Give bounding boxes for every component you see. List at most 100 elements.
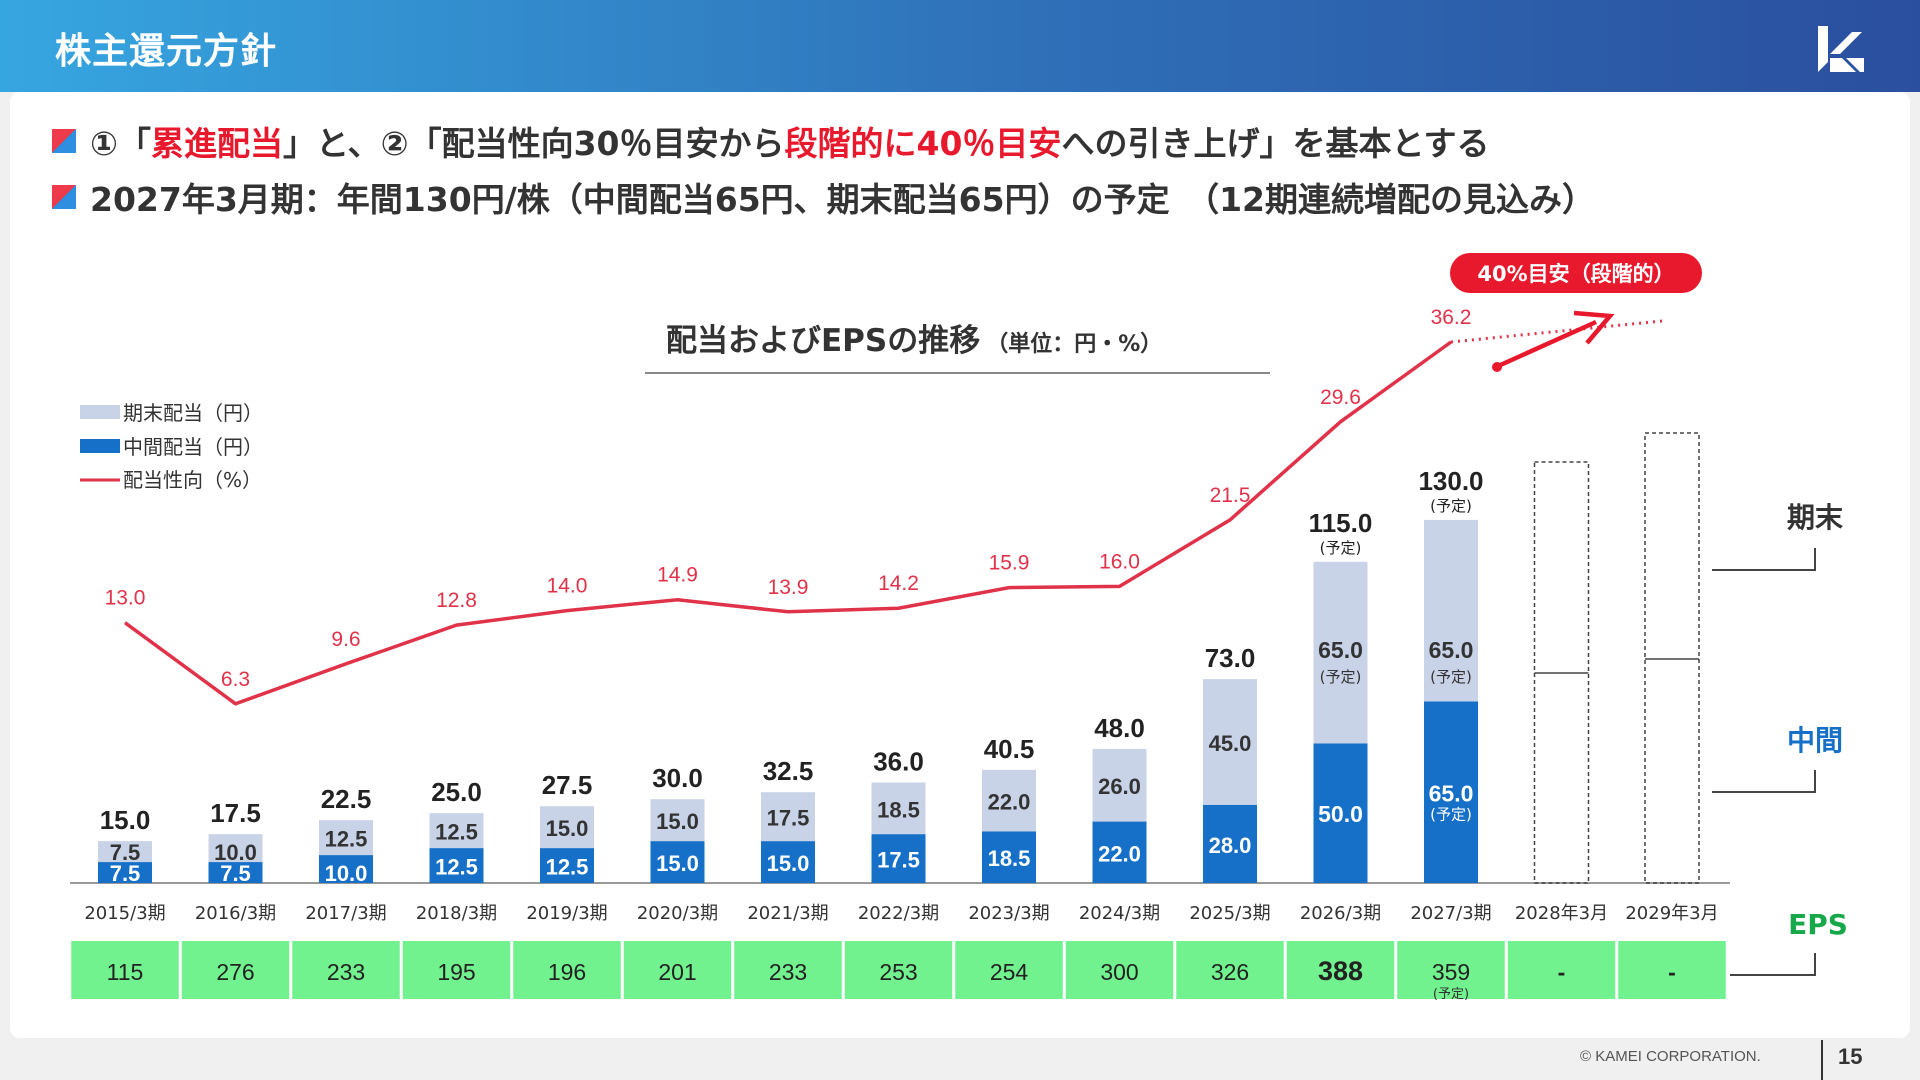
label-total-forecast: (予定) bbox=[1430, 497, 1472, 515]
right-label-eps: EPS bbox=[1788, 908, 1848, 941]
eps-forecast: (予定) bbox=[1433, 987, 1469, 1002]
eps-cell bbox=[734, 941, 842, 999]
eps-cell bbox=[292, 941, 400, 999]
bar-final bbox=[98, 841, 152, 863]
label-final: 15.0 bbox=[656, 809, 699, 834]
bar-final bbox=[429, 813, 484, 849]
payout-label: 6.3 bbox=[221, 668, 250, 691]
target-arrow-dot bbox=[1492, 362, 1502, 372]
label-interim: 17.5 bbox=[877, 848, 920, 873]
category-label: 2015/3期 bbox=[84, 903, 165, 924]
eps-value: 196 bbox=[548, 959, 586, 985]
company-logo-icon bbox=[1818, 26, 1864, 72]
label-final: 12.5 bbox=[325, 827, 368, 852]
label-interim: 10.0 bbox=[325, 861, 368, 886]
eps-value: 300 bbox=[1100, 959, 1138, 985]
bar-interim bbox=[98, 862, 152, 883]
payout-label: 9.6 bbox=[331, 628, 360, 651]
eps-cell bbox=[1507, 941, 1616, 999]
label-total: 130.0 bbox=[1418, 466, 1483, 496]
payout-label: 13.0 bbox=[105, 587, 146, 610]
bar-final bbox=[1092, 748, 1147, 822]
label-interim: 15.0 bbox=[767, 851, 810, 876]
category-label: 2026/3期 bbox=[1300, 903, 1381, 924]
bar-interim bbox=[761, 841, 815, 883]
eps-cell bbox=[955, 941, 1063, 999]
eps-value: 359 bbox=[1432, 959, 1470, 985]
dividend-eps-chart: 配当およびEPSの推移 （単位：円・%） 期末配当（円） 中間配当（円） 配当性向（%）… bbox=[70, 253, 1848, 1002]
payout-line bbox=[123, 340, 1453, 706]
eps-value: 326 bbox=[1211, 959, 1249, 985]
bar-final bbox=[1424, 519, 1478, 702]
category-label: 2017/3期 bbox=[305, 903, 386, 924]
category-label: 2023/3期 bbox=[968, 903, 1049, 924]
label-total: 73.0 bbox=[1205, 643, 1256, 673]
payout-label: 16.0 bbox=[1099, 550, 1140, 573]
page-number: 15 bbox=[1838, 1044, 1863, 1069]
label-interim: 65.0 bbox=[1429, 780, 1474, 806]
label-final: 12.5 bbox=[435, 820, 478, 845]
eps-value: 201 bbox=[658, 959, 696, 985]
right-label-chukan: 中間 bbox=[1787, 724, 1843, 757]
bar-final bbox=[319, 820, 373, 856]
eps-value: 388 bbox=[1318, 956, 1363, 986]
bar-interim bbox=[429, 848, 484, 883]
eps-cell bbox=[1286, 941, 1395, 999]
payout-label: 29.6 bbox=[1320, 386, 1361, 409]
eps-cell bbox=[1176, 941, 1284, 999]
legend-final-label: 期末配当（円） bbox=[123, 401, 263, 425]
category-label: 2029年3月 bbox=[1625, 903, 1718, 924]
payout-label: 12.8 bbox=[436, 589, 477, 612]
label-final-forecast: (予定) bbox=[1430, 668, 1472, 686]
legend-interim-swatch bbox=[80, 439, 120, 453]
label-final: 65.0 bbox=[1318, 637, 1363, 663]
bar-interim bbox=[208, 862, 263, 883]
bar-final bbox=[982, 769, 1036, 832]
bar-final bbox=[1313, 561, 1368, 744]
bar-interim bbox=[650, 841, 705, 883]
bracket-eps bbox=[1730, 953, 1816, 976]
eps-value: 115 bbox=[107, 959, 144, 985]
page-title: 株主還元方針 bbox=[55, 31, 278, 72]
category-label: 2016/3期 bbox=[195, 903, 276, 924]
copyright: © KAMEI CORPORATION. bbox=[1580, 1048, 1761, 1065]
target-arrow-head bbox=[1573, 310, 1615, 345]
eps-cell bbox=[1065, 941, 1174, 999]
bar-final bbox=[540, 806, 594, 849]
bar-interim bbox=[1203, 804, 1257, 883]
eps-value: 195 bbox=[437, 959, 475, 985]
bullet-forecast: 2027年3月期：年間130円/株（中間配当65円、期末配当65円）の予定 （1… bbox=[52, 172, 1595, 222]
bullet-dividend-policy: ①「 累進配当 」と、②「配当性向30％目安から 段階的に40％目安 への引き上げ」を基… bbox=[52, 116, 1489, 166]
bullet-square-icon bbox=[52, 185, 76, 209]
category-label: 2020/3期 bbox=[637, 903, 718, 924]
label-interim: 18.5 bbox=[988, 846, 1031, 871]
payout-label: 13.9 bbox=[768, 576, 809, 599]
category-label: 2028年3月 bbox=[1515, 903, 1608, 924]
label-interim: 22.0 bbox=[1098, 841, 1141, 866]
eps-cell bbox=[1618, 941, 1726, 999]
chart-title: 配当およびEPSの推移 （単位：円・%） bbox=[666, 323, 1162, 359]
bar-interim bbox=[1092, 821, 1147, 883]
category-label: 2018/3期 bbox=[416, 903, 497, 924]
eps-value: 254 bbox=[990, 959, 1029, 985]
eps-cell bbox=[623, 941, 732, 999]
bar-final bbox=[761, 792, 815, 842]
bullet1-part3: 」と、②「配当性向30％目安から bbox=[282, 124, 785, 163]
label-total: 15.0 bbox=[100, 805, 151, 835]
bar-placeholder bbox=[1644, 432, 1700, 884]
eps-value: 233 bbox=[327, 959, 365, 985]
eps-cell bbox=[1397, 941, 1505, 999]
label-interim: 12.5 bbox=[546, 855, 589, 880]
label-final: 17.5 bbox=[767, 806, 810, 831]
label-interim: 28.0 bbox=[1209, 833, 1252, 858]
category-label: 2024/3期 bbox=[1079, 903, 1160, 924]
label-total: 25.0 bbox=[431, 777, 482, 807]
eps-value: - bbox=[1558, 959, 1566, 985]
label-interim: 50.0 bbox=[1318, 801, 1363, 827]
bar-final bbox=[1203, 679, 1257, 805]
bar-final bbox=[650, 799, 705, 842]
eps-value: - bbox=[1668, 959, 1676, 985]
bracket-chukan bbox=[1712, 770, 1816, 793]
label-final: 22.0 bbox=[988, 790, 1031, 815]
eps-cell bbox=[513, 941, 621, 999]
